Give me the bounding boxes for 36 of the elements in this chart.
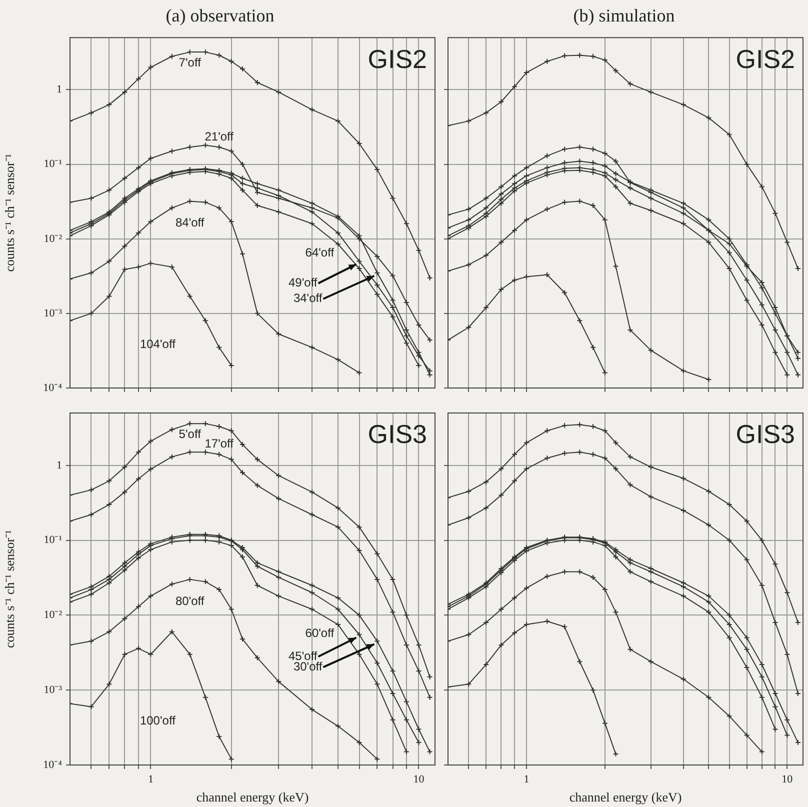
annotation: GIS3: [736, 419, 795, 450]
y-axis-title: counts s⁻¹ ch⁻¹ sensor⁻¹: [2, 530, 18, 648]
text: 49'off: [288, 276, 318, 290]
chart-title: (b) simulation: [573, 6, 675, 26]
series-label: 17'off: [204, 436, 234, 451]
y-tick-label: 10⁻⁴: [43, 758, 62, 771]
x-axis-title: channel energy (keV): [196, 790, 309, 805]
series-label: 84'off: [175, 216, 205, 230]
text: 104'off: [140, 336, 176, 351]
y-tick-label: 10⁻⁴: [43, 382, 62, 394]
series-label: 80'off: [175, 594, 205, 608]
x-tick-label: 10: [413, 773, 425, 786]
chart-title: (a) observation: [166, 6, 274, 26]
y-tick-label: 10⁻³: [44, 307, 63, 320]
x-axis-title: channel energy (keV): [569, 790, 682, 805]
x-tick-label: 10: [782, 773, 794, 786]
series-label: 64'off: [305, 245, 335, 260]
y-axis-title: counts s⁻¹ ch⁻¹ sensor⁻¹: [2, 154, 18, 272]
series-label: 5'off: [178, 427, 202, 441]
y-tick-label: 10⁻²: [44, 232, 63, 245]
y-tick-label: 1: [56, 459, 62, 472]
y-tick-label: 10⁻²: [44, 609, 63, 622]
y-tick-label: 10⁻³: [44, 684, 63, 696]
y-tick-label: 10⁻¹: [44, 534, 62, 546]
text: 34'off: [293, 291, 323, 306]
x-tick-label: 1: [148, 773, 154, 786]
annotation: GIS3: [368, 419, 427, 450]
series-label: 7'off: [178, 55, 202, 70]
series-label: 21'off: [204, 129, 234, 144]
x-tick-label: 1: [524, 773, 530, 786]
text: 100'off: [140, 714, 176, 728]
y-tick-label: 10⁻¹: [44, 158, 62, 170]
annotation: GIS2: [368, 44, 427, 74]
y-tick-label: 1: [56, 84, 62, 96]
annotation: GIS2: [736, 44, 795, 74]
series-label: 60'off: [305, 626, 335, 640]
